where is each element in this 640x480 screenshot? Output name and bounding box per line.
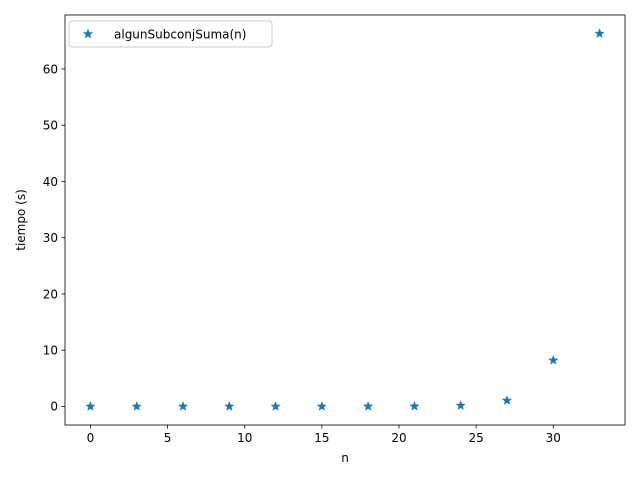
data-points: [85, 28, 605, 411]
legend-star-icon: [83, 29, 93, 39]
y-tick-label: 10: [43, 343, 58, 357]
x-tick-label: 5: [164, 431, 172, 445]
x-tick-label: 25: [468, 431, 483, 445]
legend-star-marker: [83, 29, 93, 39]
data-point: [270, 401, 281, 411]
data-point: [409, 401, 420, 411]
y-tick-label: 60: [43, 62, 58, 76]
x-axis-ticks: 0 5 10 15 20 25 30: [87, 425, 561, 445]
y-axis-label: tiempo (s): [14, 189, 28, 251]
y-tick-label: 20: [43, 287, 58, 301]
y-tick-label: 30: [43, 231, 58, 245]
data-point: [363, 401, 373, 411]
data-point: [132, 401, 142, 411]
axes-frame: [64, 14, 626, 426]
data-point: [594, 28, 605, 38]
data-point: [85, 401, 96, 411]
data-point: [456, 400, 466, 410]
x-tick-label: 0: [87, 431, 95, 445]
data-point: [548, 355, 558, 365]
y-axis-ticks: 0 10 20 30 40 50 60: [43, 62, 65, 414]
data-point: [224, 401, 234, 411]
x-tick-label: 10: [237, 431, 252, 445]
data-point: [178, 401, 188, 411]
legend: algunSubconjSuma(n): [68, 20, 273, 48]
legend-box: [68, 20, 273, 48]
x-tick-label: 30: [546, 431, 561, 445]
y-tick-label: 50: [43, 119, 58, 133]
x-tick-label: 20: [391, 431, 406, 445]
x-tick-label: 15: [314, 431, 329, 445]
data-point: [317, 401, 327, 411]
y-tick-label: 40: [43, 175, 58, 189]
data-point: [502, 395, 512, 405]
plot-area: [64, 14, 626, 426]
y-tick-label: 0: [50, 400, 58, 414]
x-axis-label: n: [341, 451, 349, 465]
legend-label: algunSubconjSuma(n): [114, 28, 246, 42]
